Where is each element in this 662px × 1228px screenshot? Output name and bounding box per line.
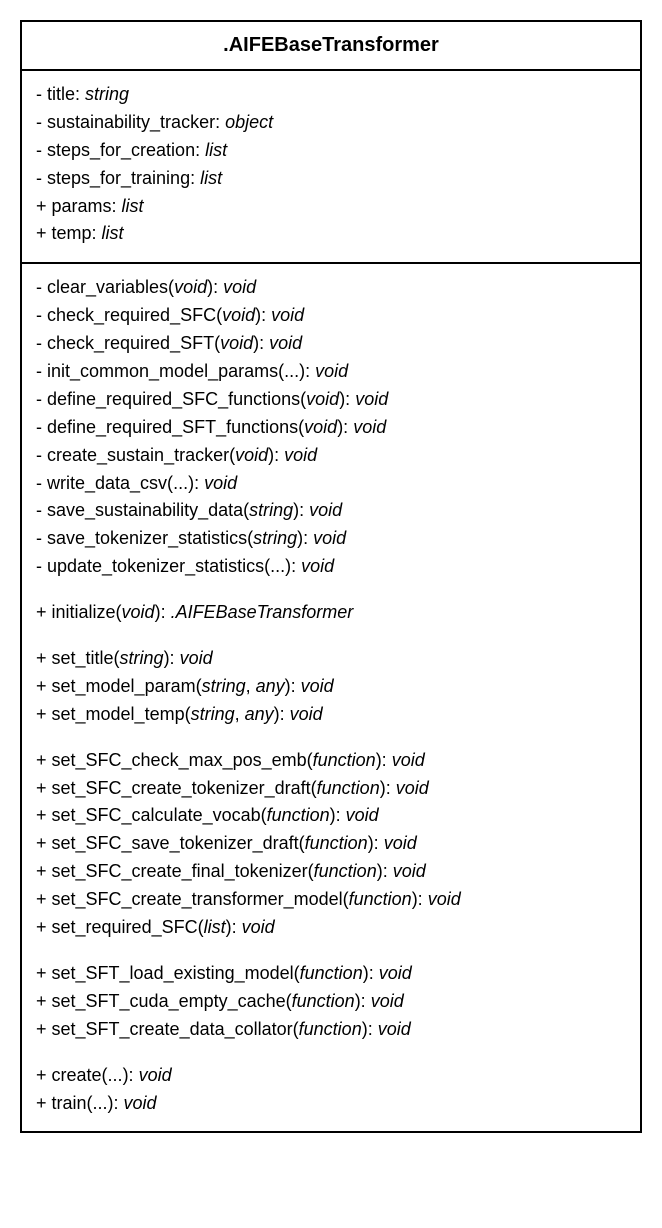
method-row: - clear_variables(void): void [36, 274, 626, 302]
attribute-type: list [200, 168, 222, 188]
attribute-type: list [122, 196, 144, 216]
group-spacer [36, 581, 626, 599]
method-row: - write_data_csv(...): void [36, 470, 626, 498]
method-row: + set_SFC_create_final_tokenizer(functio… [36, 858, 626, 886]
method-row: + set_SFC_create_tokenizer_draft(functio… [36, 775, 626, 803]
method-row: + set_model_param(string, any): void [36, 673, 626, 701]
method-row: + set_SFT_cuda_empty_cache(function): vo… [36, 988, 626, 1016]
attributes-section: - title: string- sustainability_tracker:… [22, 71, 640, 264]
attribute-type: list [102, 223, 124, 243]
method-row: + set_SFT_load_existing_model(function):… [36, 960, 626, 988]
group-spacer [36, 729, 626, 747]
class-title: .AIFEBaseTransformer [22, 22, 640, 71]
method-row: - init_common_model_params(...): void [36, 358, 626, 386]
attribute-row: - sustainability_tracker: object [36, 109, 626, 137]
method-row: - check_required_SFT(void): void [36, 330, 626, 358]
method-row: + set_required_SFC(list): void [36, 914, 626, 942]
uml-class-box: .AIFEBaseTransformer - title: string- su… [20, 20, 642, 1133]
method-row: + set_SFC_save_tokenizer_draft(function)… [36, 830, 626, 858]
method-row: + set_SFC_check_max_pos_emb(function): v… [36, 747, 626, 775]
method-row: + set_model_temp(string, any): void [36, 701, 626, 729]
attribute-row: - title: string [36, 81, 626, 109]
method-row: - save_tokenizer_statistics(string): voi… [36, 525, 626, 553]
method-row: - define_required_SFC_functions(void): v… [36, 386, 626, 414]
attribute-row: - steps_for_training: list [36, 165, 626, 193]
group-spacer [36, 627, 626, 645]
group-spacer [36, 942, 626, 960]
attribute-row: + params: list [36, 193, 626, 221]
method-row: + set_SFC_calculate_vocab(function): voi… [36, 802, 626, 830]
method-row: - define_required_SFT_functions(void): v… [36, 414, 626, 442]
attribute-type: object [225, 112, 273, 132]
attribute-row: + temp: list [36, 220, 626, 248]
method-row: + train(...): void [36, 1090, 626, 1118]
method-row: - create_sustain_tracker(void): void [36, 442, 626, 470]
attribute-row: - steps_for_creation: list [36, 137, 626, 165]
method-row: - save_sustainability_data(string): void [36, 497, 626, 525]
method-row: + set_SFT_create_data_collator(function)… [36, 1016, 626, 1044]
attribute-type: list [205, 140, 227, 160]
group-spacer [36, 1044, 626, 1062]
methods-section: - clear_variables(void): void- check_req… [22, 264, 640, 1131]
method-row: + create(...): void [36, 1062, 626, 1090]
method-row: - update_tokenizer_statistics(...): void [36, 553, 626, 581]
method-row: + set_SFC_create_transformer_model(funct… [36, 886, 626, 914]
method-row: + initialize(void): .AIFEBaseTransformer [36, 599, 626, 627]
attribute-type: string [85, 84, 129, 104]
method-row: - check_required_SFC(void): void [36, 302, 626, 330]
method-row: + set_title(string): void [36, 645, 626, 673]
